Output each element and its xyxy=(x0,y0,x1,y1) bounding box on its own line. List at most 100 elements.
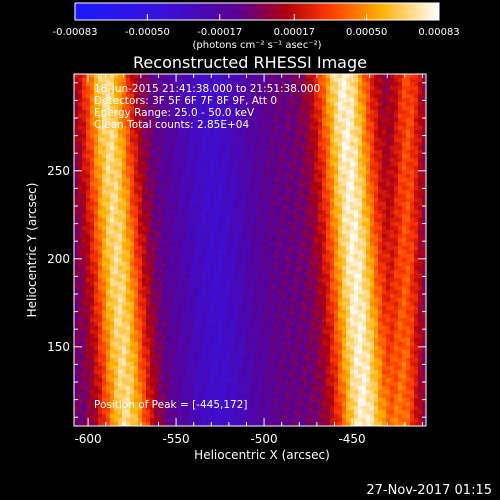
heatmap-cell xyxy=(194,74,199,79)
heatmap-cell xyxy=(238,210,243,215)
heatmap-cell xyxy=(82,218,87,223)
heatmap-cell xyxy=(82,166,87,171)
heatmap-cell xyxy=(206,134,211,139)
heatmap-cell xyxy=(182,230,187,235)
heatmap-cell xyxy=(114,254,119,259)
heatmap-cell xyxy=(242,266,247,271)
heatmap-cell xyxy=(122,354,127,359)
heatmap-cell xyxy=(202,198,207,203)
heatmap-cell xyxy=(90,146,95,151)
heatmap-cell xyxy=(130,182,135,187)
heatmap-cell xyxy=(138,194,143,199)
heatmap-cell xyxy=(290,182,295,187)
heatmap-cell xyxy=(126,162,131,167)
heatmap-cell xyxy=(286,202,291,207)
heatmap-cell xyxy=(150,418,155,423)
heatmap-cell xyxy=(298,130,303,135)
heatmap-cell xyxy=(90,306,95,311)
heatmap-cell xyxy=(114,102,119,107)
heatmap-cell xyxy=(178,98,183,103)
heatmap-cell xyxy=(294,370,299,375)
heatmap-cell xyxy=(222,154,227,159)
heatmap-cell xyxy=(98,266,103,271)
heatmap-cell xyxy=(294,82,299,87)
heatmap-cell xyxy=(290,330,295,335)
heatmap-cell xyxy=(82,262,87,267)
heatmap-cell xyxy=(150,178,155,183)
heatmap-cell xyxy=(178,382,183,387)
heatmap-cell xyxy=(266,198,271,203)
heatmap-cell xyxy=(74,294,79,299)
heatmap-cell xyxy=(218,298,223,303)
heatmap-cell xyxy=(266,250,271,255)
heatmap-cell xyxy=(86,386,91,391)
heatmap-cell xyxy=(238,214,243,219)
heatmap-cell xyxy=(230,330,235,335)
heatmap-cell xyxy=(178,106,183,111)
heatmap-cell xyxy=(238,98,243,103)
heatmap-cell xyxy=(166,166,171,171)
heatmap-cell xyxy=(146,330,151,335)
heatmap-cell xyxy=(178,138,183,143)
heatmap-cell xyxy=(182,422,187,426)
heatmap-cell xyxy=(222,142,227,147)
heatmap-cell xyxy=(82,122,87,127)
heatmap-cell xyxy=(82,78,87,83)
heatmap-cell xyxy=(102,338,107,343)
heatmap-cell xyxy=(214,398,219,403)
heatmap-cell xyxy=(238,74,243,79)
heatmap-cell xyxy=(86,194,91,199)
heatmap-cell xyxy=(198,398,203,403)
heatmap-cell xyxy=(138,106,143,111)
heatmap-cell xyxy=(174,182,179,187)
heatmap-cell xyxy=(254,198,259,203)
heatmap-cell xyxy=(250,198,255,203)
heatmap-cell xyxy=(218,194,223,199)
heatmap-cell xyxy=(254,246,259,251)
heatmap-cell xyxy=(266,310,271,315)
heatmap-cell xyxy=(170,414,175,419)
heatmap-cell xyxy=(250,150,255,155)
heatmap-cell xyxy=(262,146,267,151)
heatmap-cell xyxy=(222,350,227,355)
heatmap-cell xyxy=(250,114,255,119)
heatmap-cell xyxy=(266,118,271,123)
heatmap-cell xyxy=(90,110,95,115)
heatmap-cell xyxy=(266,238,271,243)
heatmap-cell xyxy=(130,114,135,119)
heatmap-cell xyxy=(278,154,283,159)
heatmap-cell xyxy=(246,418,251,423)
heatmap-cell xyxy=(202,210,207,215)
heatmap-cell xyxy=(222,110,227,115)
heatmap-cell xyxy=(274,106,279,111)
heatmap-cell xyxy=(162,334,167,339)
heatmap-cell xyxy=(150,190,155,195)
heatmap-cell xyxy=(110,330,115,335)
heatmap-cell xyxy=(90,178,95,183)
heatmap-cell xyxy=(246,234,251,239)
heatmap-cell xyxy=(162,182,167,187)
heatmap-cell xyxy=(74,74,79,79)
heatmap-cell xyxy=(178,302,183,307)
heatmap-cell xyxy=(286,390,291,395)
heatmap-cell xyxy=(126,394,131,399)
heatmap-cell xyxy=(114,286,119,291)
heatmap-cell xyxy=(118,110,123,115)
heatmap-cell xyxy=(106,190,111,195)
heatmap-cell xyxy=(90,190,95,195)
heatmap-cell xyxy=(198,330,203,335)
heatmap-cell xyxy=(254,90,259,95)
heatmap-cell xyxy=(210,322,215,327)
heatmap-cell xyxy=(210,234,215,239)
heatmap-cell xyxy=(262,174,267,179)
heatmap-cell xyxy=(230,278,235,283)
heatmap-cell xyxy=(158,206,163,211)
heatmap-cell xyxy=(134,262,139,267)
heatmap-cell xyxy=(130,414,135,419)
heatmap-cell xyxy=(122,318,127,323)
heatmap-cell xyxy=(154,418,159,423)
heatmap-cell xyxy=(202,242,207,247)
heatmap-cell xyxy=(254,382,259,387)
heatmap-cell xyxy=(162,302,167,307)
heatmap-cell xyxy=(206,394,211,399)
